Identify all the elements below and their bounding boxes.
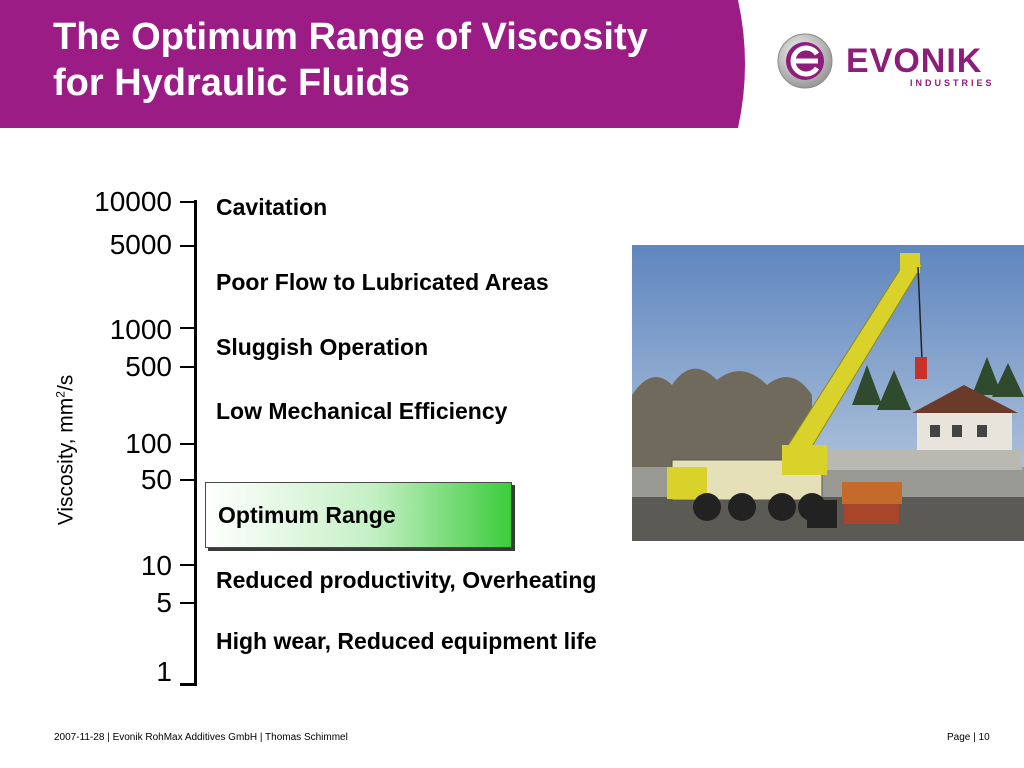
tick-mark (180, 201, 194, 203)
range-cavitation: Cavitation (216, 194, 328, 220)
tick-label-5000: 5000 (109, 229, 172, 260)
tick-label-1: 1 (156, 656, 172, 687)
title-line-1: The Optimum Range of Viscosity (53, 16, 648, 58)
header-band (0, 0, 745, 128)
tick-label-5: 5 (156, 587, 172, 618)
page-number: Page | 10 (947, 732, 990, 743)
range-optimum: Optimum Range (218, 502, 396, 528)
crane-photo (632, 245, 1024, 541)
logo-wordmark: EVONIK (846, 42, 983, 80)
tick-mark (180, 366, 194, 368)
footer-info: 2007-11-28 | Evonik RohMax Additives Gmb… (54, 732, 348, 743)
logo-subtitle: INDUSTRIES (910, 78, 995, 88)
title-line-2: for Hydraulic Fluids (53, 62, 410, 104)
evonik-emblem-icon (777, 33, 833, 89)
page-title: The Optimum Range of Viscosity for Hydra… (53, 14, 743, 106)
tick-mark (180, 245, 194, 247)
tick-label-50: 50 (140, 464, 172, 495)
range-poor-flow: Poor Flow to Lubricated Areas (216, 269, 549, 295)
axis-baseline (180, 683, 197, 686)
tick-label-100: 100 (125, 428, 172, 459)
tick-label-1000: 1000 (109, 314, 172, 345)
evonik-logo: EVONIK INDUSTRIES (776, 32, 1006, 92)
tick-mark (180, 564, 194, 566)
range-high-wear: High wear, Reduced equipment life (216, 628, 597, 654)
optimum-range-box (205, 482, 512, 548)
range-reduced-productivity: Reduced productivity, Overheating (216, 567, 597, 593)
tick-label-10: 10 (140, 550, 172, 581)
axis-line (194, 200, 197, 685)
tick-mark (180, 479, 194, 481)
tick-mark (180, 443, 194, 445)
range-sluggish-operation: Sluggish Operation (216, 334, 429, 360)
tick-mark (180, 602, 194, 604)
tick-label-500: 500 (125, 351, 172, 382)
range-low-efficiency: Low Mechanical Efficiency (216, 398, 508, 424)
tick-mark (180, 327, 194, 329)
tick-label-10000: 10000 (94, 186, 172, 217)
